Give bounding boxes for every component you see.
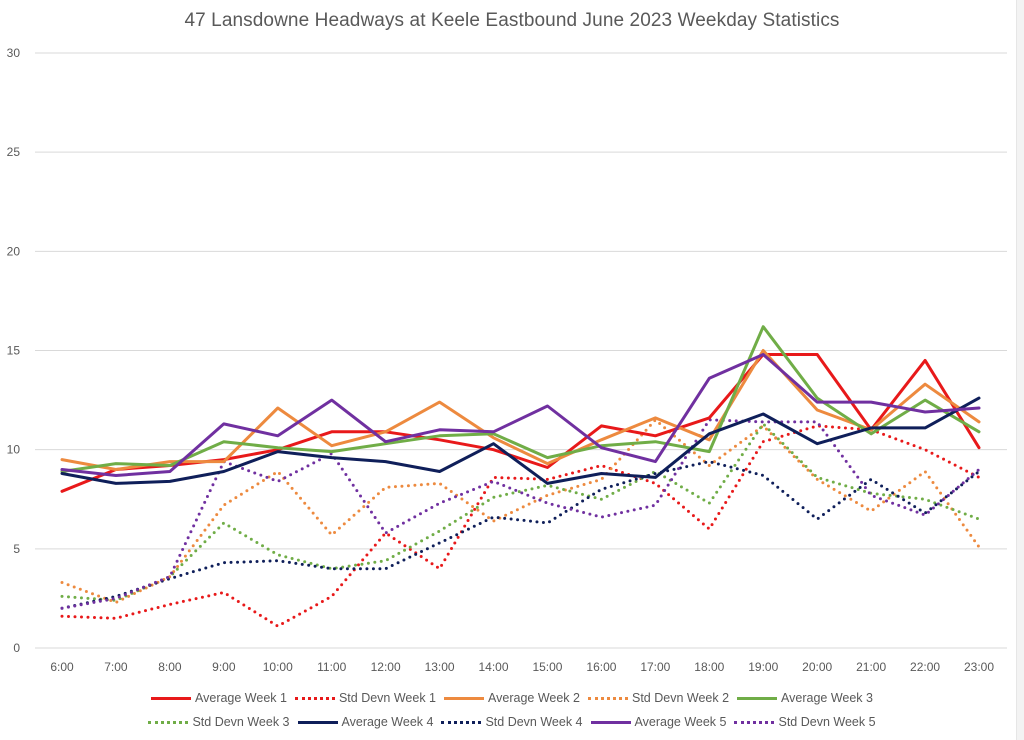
x-tick-label: 15:00 — [532, 660, 562, 674]
legend-swatch — [294, 696, 335, 700]
x-tick-label: 21:00 — [856, 660, 886, 674]
x-tick-label: 14:00 — [479, 660, 509, 674]
x-tick-label: 22:00 — [910, 660, 940, 674]
legend-label: Average Week 3 — [781, 691, 873, 705]
legend-label: Std Devn Week 3 — [192, 715, 290, 729]
x-tick-label: 20:00 — [802, 660, 832, 674]
y-tick-label: 10 — [7, 443, 21, 457]
x-tick-label: 23:00 — [964, 660, 994, 674]
y-tick-label: 5 — [13, 542, 20, 556]
legend-item: Average Week 4 — [297, 715, 434, 729]
x-tick-label: 18:00 — [694, 660, 724, 674]
series-line-average-week-5 — [60, 353, 981, 477]
legend-swatch — [737, 696, 778, 700]
x-axis-ticks: 6:00 7:00 8:00 9:00 10:00 11:00 12:00 13:00 14:0… — [50, 660, 994, 674]
legend-item: Average Week 2 — [444, 691, 580, 705]
legend-swatch — [587, 696, 628, 700]
legend-label: Std Devn Week 5 — [778, 715, 876, 729]
x-tick-label: 8:00 — [158, 660, 182, 674]
legend-swatch — [441, 720, 482, 724]
legend-item: Std Devn Week 5 — [734, 715, 876, 729]
series-line-std-devn-week-1 — [60, 424, 981, 628]
x-tick-label: 7:00 — [104, 660, 128, 674]
legend-row: Std Devn Week 3 Average Week 4 Std Devn We… — [0, 710, 1024, 734]
series-line-average-week-1 — [60, 353, 981, 493]
legend-label: Std Devn Week 1 — [338, 691, 437, 705]
y-axis-ticks: 0 5 10 15 20 25 30 — [7, 46, 21, 655]
legend-swatch — [297, 720, 338, 724]
x-tick-label: 12:00 — [371, 660, 401, 674]
y-tick-label: 30 — [7, 46, 21, 60]
chart-title: 47 Lansdowne Headways at Keele Eastbound… — [184, 10, 840, 31]
legend-item: Std Devn Week 3 — [148, 715, 290, 729]
legend-item: Average Week 1 — [151, 691, 287, 705]
x-tick-label: 10:00 — [263, 660, 293, 674]
legend-item: Std Devn Week 4 — [441, 715, 583, 729]
series-line-average-week-3 — [60, 325, 981, 473]
y-tick-label: 15 — [7, 344, 21, 358]
x-tick-label: 17:00 — [640, 660, 670, 674]
series-line-std-devn-week-4 — [60, 460, 981, 610]
x-tick-label: 19:00 — [748, 660, 778, 674]
legend-label: Std Devn Week 2 — [631, 691, 730, 705]
legend-swatch — [444, 696, 485, 700]
series-line-average-week-4 — [60, 396, 981, 485]
legend-swatch — [151, 696, 191, 700]
legend-label: Average Week 1 — [195, 691, 287, 705]
y-tick-label: 0 — [13, 641, 20, 655]
series-line-std-devn-week-3 — [60, 422, 981, 602]
legend-label: Std Devn Week 4 — [485, 715, 583, 729]
x-tick-label: 6:00 — [50, 660, 74, 674]
series-line-average-week-2 — [60, 349, 981, 471]
legend-item: Std Devn Week 1 — [294, 691, 437, 705]
series-lines — [60, 325, 981, 628]
scrollbar-strip — [1016, 0, 1024, 740]
legend-row: Average Week 1 Std Devn Week 1 Average Wee… — [0, 686, 1024, 710]
legend-item: Average Week 3 — [737, 691, 873, 705]
y-tick-label: 25 — [7, 145, 21, 159]
legend-label: Average Week 2 — [488, 691, 580, 705]
y-tick-label: 20 — [7, 244, 21, 258]
legend-label: Average Week 4 — [341, 715, 434, 729]
x-tick-label: 13:00 — [425, 660, 455, 674]
x-tick-label: 11:00 — [317, 660, 346, 674]
legend: Average Week 1 Std Devn Week 1 Average Wee… — [0, 686, 1024, 734]
legend-item: Average Week 5 — [590, 715, 727, 729]
series-line-std-devn-week-5 — [60, 418, 981, 610]
legend-swatch — [734, 720, 775, 724]
legend-swatch — [590, 720, 631, 724]
gridlines — [35, 52, 1007, 649]
legend-item: Std Devn Week 2 — [587, 691, 730, 705]
x-tick-label: 16:00 — [586, 660, 616, 674]
x-tick-label: 9:00 — [212, 660, 236, 674]
legend-swatch — [148, 720, 189, 724]
legend-label: Average Week 5 — [634, 715, 727, 729]
chart-plot: 0 5 10 15 20 25 30 6:00 7:00 8:00 9:00 10:00 11:00 1… — [7, 46, 1007, 674]
